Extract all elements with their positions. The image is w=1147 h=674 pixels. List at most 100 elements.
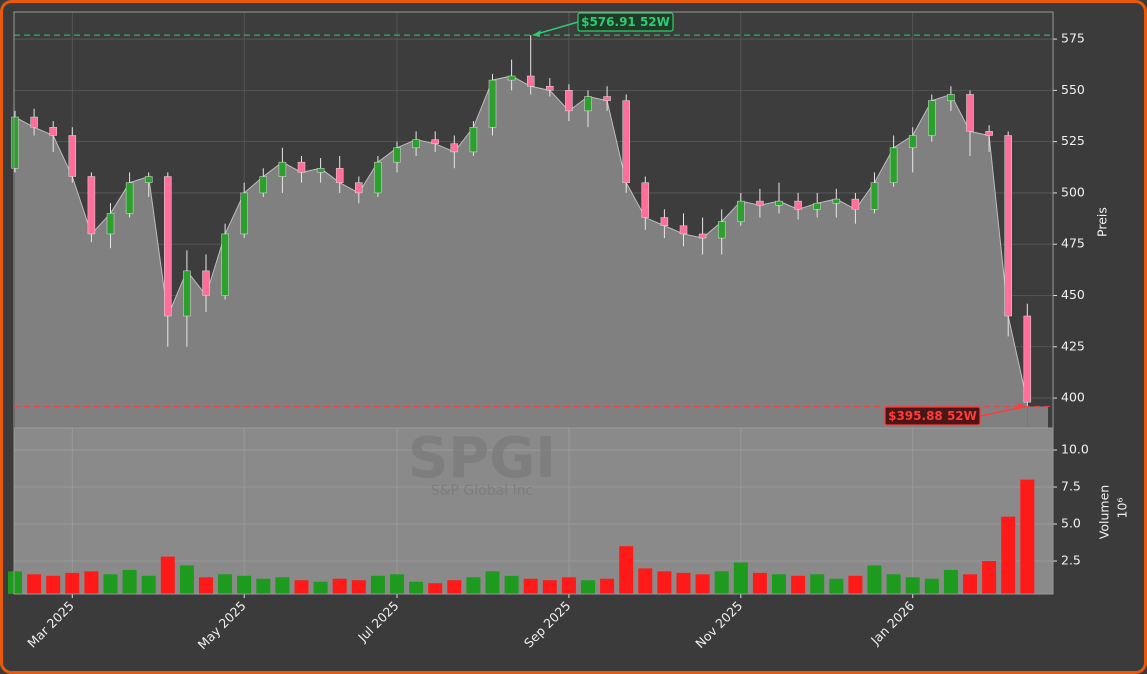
volume-bar xyxy=(905,577,920,594)
candle-body xyxy=(221,233,229,296)
y-tick-label: 475 xyxy=(1061,236,1085,251)
annotation-box xyxy=(884,406,981,426)
volume-bar xyxy=(46,575,61,594)
volume-bar xyxy=(199,577,213,594)
y-tick-label: 500 xyxy=(1061,184,1085,199)
candle-body xyxy=(813,202,821,210)
y-tick-label: 550 xyxy=(1061,82,1085,97)
candle-body xyxy=(316,168,325,173)
volume-bar xyxy=(676,572,691,594)
volume-bar xyxy=(943,569,958,594)
candle-body xyxy=(966,94,974,132)
volume-bar xyxy=(409,581,424,594)
candle-body xyxy=(794,200,802,210)
volume-bar xyxy=(810,574,825,594)
volume-frame xyxy=(13,427,1054,595)
candle-body xyxy=(1004,135,1012,317)
candle-body xyxy=(641,182,650,218)
candle-body xyxy=(889,147,898,183)
volume-bar xyxy=(1020,479,1035,594)
volume-bar xyxy=(84,571,99,594)
volume-bar xyxy=(218,574,233,594)
y-tick-label: 525 xyxy=(1061,133,1085,148)
volume-bar xyxy=(733,562,748,594)
candle-body xyxy=(469,127,478,153)
candle-body xyxy=(106,213,115,235)
candle-body xyxy=(565,90,573,112)
candle-body xyxy=(717,221,726,239)
volume-bar xyxy=(122,569,137,594)
volume-bar xyxy=(791,575,806,594)
volume-bar xyxy=(752,572,767,594)
candle-body xyxy=(870,182,879,210)
candle-body xyxy=(450,143,459,153)
candle-body xyxy=(355,182,363,194)
candle-body xyxy=(125,182,134,214)
volume-bar xyxy=(829,578,844,594)
candle-body xyxy=(622,100,630,183)
y-tick-label: 450 xyxy=(1061,287,1085,302)
candle-body xyxy=(297,161,306,173)
candle-body xyxy=(412,139,420,149)
volume-bar xyxy=(772,574,786,594)
volume-bar xyxy=(466,577,481,594)
candle-body xyxy=(698,233,707,239)
candle-body xyxy=(526,75,535,87)
candle-body xyxy=(756,200,764,206)
candle-body xyxy=(908,135,917,149)
candle-body xyxy=(164,176,172,317)
volume-bar xyxy=(523,578,538,594)
volume-bar xyxy=(638,568,653,594)
volume-bar xyxy=(504,575,519,594)
candle-body xyxy=(259,176,268,194)
candle-body xyxy=(507,75,516,81)
volume-bar xyxy=(141,575,156,594)
y-tick-label: 425 xyxy=(1061,338,1085,353)
candle-body xyxy=(240,192,248,235)
candle-body xyxy=(832,198,841,204)
volume-bar xyxy=(867,565,882,594)
volume-bar xyxy=(561,577,576,594)
volume-bar xyxy=(619,546,634,594)
y-tick-label: 400 xyxy=(1061,390,1085,405)
price-area xyxy=(15,76,1028,428)
y-axis-label: Volumen xyxy=(1097,485,1112,539)
volume-bar xyxy=(695,574,710,594)
volume-bar xyxy=(294,580,309,594)
candle-body xyxy=(546,86,554,91)
y-tick-label: 7.5 xyxy=(1061,479,1081,494)
volume-bar xyxy=(657,571,672,594)
y-tick-label: 2.5 xyxy=(1061,553,1081,568)
volume-bar xyxy=(65,572,80,594)
volume-bar xyxy=(963,574,977,594)
volume-bar xyxy=(313,581,328,594)
arrow-head xyxy=(532,30,541,38)
watermark: S&P Global Inc xyxy=(431,483,534,499)
volume-bar xyxy=(179,565,194,594)
volume-bar xyxy=(581,580,595,594)
volume-bar xyxy=(447,580,462,594)
volume-bar xyxy=(351,580,366,594)
candle-body xyxy=(928,100,936,136)
volume-bar xyxy=(600,578,615,594)
volume-bar xyxy=(886,574,901,594)
price-tail xyxy=(1027,406,1048,428)
candle-body xyxy=(87,176,96,235)
candle-body xyxy=(144,176,153,183)
volume-bar xyxy=(256,578,271,594)
candle-body xyxy=(660,217,669,226)
annotation-box xyxy=(577,12,674,32)
candle-body xyxy=(393,147,401,163)
candle-body xyxy=(183,270,191,317)
volume-bar xyxy=(103,574,118,594)
annotation-label: $576.91 52W xyxy=(581,15,670,29)
volume-bar xyxy=(924,578,939,594)
candle-body xyxy=(679,225,688,235)
y-tick-label: 10.0 xyxy=(1061,442,1089,457)
volume-bar xyxy=(237,575,252,594)
watermark: SPGI xyxy=(408,426,556,491)
volume-bar xyxy=(714,571,729,594)
volume-bar xyxy=(160,556,175,594)
volume-bar xyxy=(485,571,500,594)
